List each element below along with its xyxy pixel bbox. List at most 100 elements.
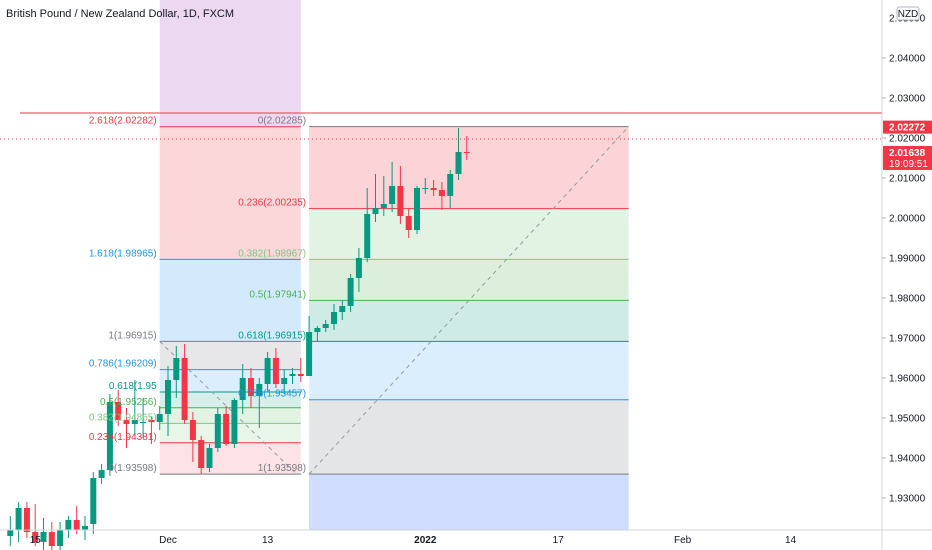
candle-body-31 (264, 358, 271, 384)
fib-ret-band-0 (309, 126, 629, 209)
chart-title: British Pound / New Zealand Dollar, 1D, … (6, 8, 234, 20)
candle-body-5 (48, 532, 55, 546)
candle-body-30 (256, 384, 263, 396)
y-tick-label-3: 2.01000 (889, 174, 926, 185)
candle-body-47 (397, 186, 404, 216)
x-tick-label-5: Feb (674, 535, 692, 546)
price-tag-label-1: 2.01638 (889, 148, 926, 159)
fib-ext-label-3: 0.786(1.96209) (89, 359, 157, 370)
y-tick-label-1: 2.03000 (889, 94, 926, 105)
candle-body-39 (331, 312, 337, 324)
fib-ret-label-4: 0.618(1.96915) (238, 330, 306, 341)
candle-body-14 (123, 420, 130, 424)
y-tick-label-10: 1.94000 (889, 454, 926, 465)
time-axis-ticks: 15 Dec 13 2022 17 Feb 14 (30, 535, 797, 546)
fib-ext-band-1 (159, 126, 301, 260)
x-tick-label-3: 2022 (414, 535, 437, 546)
candle-body-20 (173, 358, 180, 380)
fib-ext-band-7 (159, 423, 301, 443)
candle-body-48 (405, 216, 412, 230)
candle-body-9 (82, 526, 88, 530)
candle-body-16 (140, 422, 147, 423)
candle-body-10 (90, 478, 97, 524)
candle-body-25 (214, 414, 221, 448)
candle-body-12 (106, 402, 113, 470)
y-tick-label-9: 1.95000 (889, 414, 926, 425)
fib-ret-trendline (308, 126, 630, 475)
fib-ret-band-3 (309, 300, 629, 342)
y-tick-label-5: 1.99000 (889, 254, 926, 265)
candle-body-23 (198, 440, 205, 468)
candle-body-43 (364, 214, 371, 258)
candle-body-55 (463, 152, 470, 153)
candle-body-13 (115, 402, 122, 420)
fib-ext-band-3 (159, 341, 301, 370)
candle-body-2 (23, 508, 30, 532)
candle-body-53 (447, 174, 454, 196)
candle-body-46 (389, 186, 396, 204)
y-tick-label-7: 1.97000 (889, 334, 926, 345)
candle-body-29 (248, 378, 254, 396)
y-tick-label-6: 1.98000 (889, 294, 926, 305)
candle-body-18 (156, 414, 163, 422)
fib-ret-band-4 (309, 341, 629, 400)
fib-ext-band-8 (159, 442, 301, 475)
candle-body-49 (414, 188, 420, 230)
candle-body-19 (165, 380, 171, 414)
candle-body-37 (314, 328, 321, 332)
y-tick-label-0: 2.04000 (889, 54, 926, 65)
x-tick-label-0: 15 (30, 535, 42, 546)
x-tick-label-4: 17 (553, 535, 565, 546)
candle-body-42 (355, 258, 362, 278)
y-tick-label-2: 2.02000 (889, 134, 926, 145)
candle-body-28 (239, 378, 246, 400)
fib-ret-label-5: 0.786(1.95457) (238, 389, 306, 400)
fib-ext-label-5: 0.5(1.95256) (100, 397, 157, 408)
candle-body-54 (455, 152, 462, 174)
currency-badge[interactable]: NZD (896, 6, 920, 21)
candle-body-0 (7, 530, 14, 536)
candle-body-45 (380, 204, 387, 208)
fib-bands (159, 0, 629, 530)
fib-ext-label-0: 2.618(2.02282) (89, 116, 157, 127)
fib-ext-band-0 (159, 0, 301, 127)
candle-body-33 (281, 378, 288, 384)
y-tick-label-4: 2.00000 (889, 214, 926, 225)
fib-ext-band-2 (159, 259, 301, 342)
fib-ret-band-1 (309, 208, 629, 260)
fib-ext-label-1: 1.618(1.98965) (89, 248, 157, 259)
candle-body-7 (65, 520, 72, 530)
x-tick-label-6: 14 (785, 535, 797, 546)
fib-ret-band-5 (309, 399, 629, 475)
price-axis-panel (882, 0, 932, 550)
candle-body-44 (372, 208, 379, 214)
candle-body-15 (131, 420, 138, 424)
y-tick-label-8: 1.96000 (889, 374, 926, 385)
candle-body-27 (231, 400, 238, 444)
price-tag-time-1: 19:09:51 (889, 159, 928, 170)
candle-body-21 (181, 358, 188, 420)
fib-labels: 2.618(2.02282) 1.618(1.98965) 1(1.96915) 0.… (89, 116, 306, 474)
fib-ext-label-2: 1(1.96915) (108, 330, 156, 341)
candle-body-40 (339, 306, 346, 312)
candle-body-41 (347, 278, 354, 306)
y-tick-label-11: 1.93000 (889, 494, 926, 505)
fib-ret-band-6 (309, 474, 629, 530)
fib-ret-label-0: 0(2.02285) (258, 116, 306, 127)
candle-body-3 (32, 532, 39, 542)
candle-body-17 (148, 420, 155, 422)
candle-body-11 (98, 470, 105, 478)
fib-levels (159, 126, 630, 475)
candle-body-38 (322, 324, 329, 328)
candle-body-34 (289, 374, 296, 376)
fib-ext-label-4: 0.618(1.95 (109, 381, 157, 392)
candles (7, 128, 470, 550)
price-tag-bg-1 (883, 145, 932, 170)
fib-ext-band-5 (159, 392, 301, 408)
candle-body-36 (306, 332, 313, 376)
candle-body-1 (15, 508, 22, 530)
fib-ext-label-6: 0.382(1.94865) (89, 412, 157, 423)
